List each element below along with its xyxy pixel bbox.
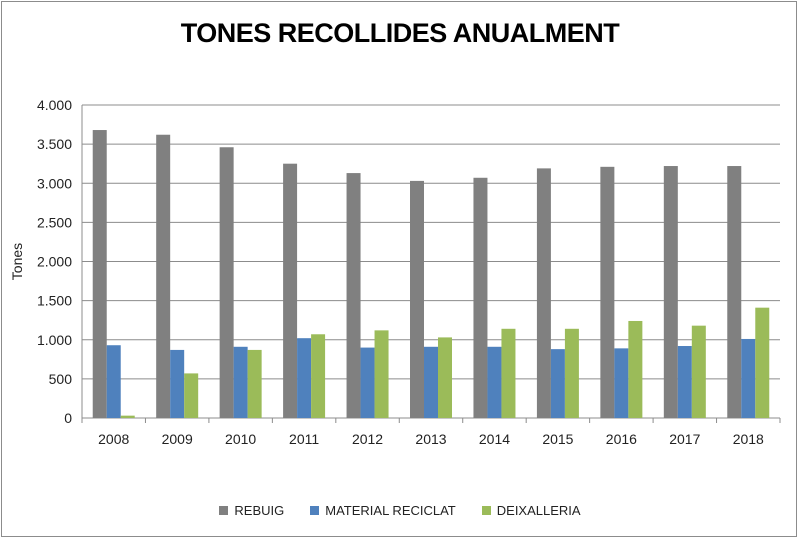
x-tick-label: 2014 xyxy=(479,431,510,447)
y-tick-label: 2.500 xyxy=(37,214,72,230)
x-tick-label: 2009 xyxy=(162,431,193,447)
legend-swatch xyxy=(219,506,229,515)
bar-rebuig xyxy=(346,173,361,418)
bar-rebuig xyxy=(92,130,107,419)
y-tick-label: 1.000 xyxy=(37,332,72,348)
bar-material-reciclat xyxy=(424,346,438,418)
bar-rebuig xyxy=(536,168,551,418)
bar-material-reciclat xyxy=(106,345,121,418)
y-tick-label: 2.000 xyxy=(37,254,72,270)
bar-material-reciclat xyxy=(487,346,502,418)
bar-rebuig xyxy=(600,166,615,418)
legend-label: DEIXALLERIA xyxy=(496,503,581,518)
y-axis-label: Tones xyxy=(9,243,25,280)
bar-material-reciclat xyxy=(741,338,756,418)
bar-material-reciclat xyxy=(233,346,248,418)
bar-rebuig xyxy=(410,180,424,418)
x-tick-label: 2008 xyxy=(98,431,129,447)
y-tick-label: 4.000 xyxy=(37,97,72,113)
bar-deixalleria xyxy=(311,334,326,418)
x-tick-label: 2011 xyxy=(289,431,319,447)
x-tick-label: 2018 xyxy=(733,431,764,447)
legend-swatch xyxy=(310,506,320,515)
y-tick-label: 3.500 xyxy=(37,136,72,152)
bar-rebuig xyxy=(473,177,488,418)
bar-deixalleria xyxy=(628,320,643,418)
bar-deixalleria xyxy=(247,349,262,418)
y-tick-label: 1.500 xyxy=(37,293,72,309)
bar-deixalleria xyxy=(755,307,770,418)
x-tick-label: 2013 xyxy=(415,431,446,447)
bar-rebuig xyxy=(283,163,298,418)
bar-rebuig xyxy=(156,134,171,419)
bar-material-reciclat xyxy=(360,347,375,418)
bar-deixalleria xyxy=(438,337,452,418)
legend-item: DEIXALLERIA xyxy=(481,503,581,518)
y-tick-label: 0 xyxy=(64,410,72,426)
x-tick-label: 2012 xyxy=(352,431,383,447)
chart-title: TONES RECOLLIDES ANUALMENT xyxy=(180,18,620,48)
x-tick-label: 2017 xyxy=(669,431,700,447)
bar-material-reciclat xyxy=(170,349,185,418)
legend-label: REBUIG xyxy=(234,503,285,518)
legend-label: MATERIAL RECICLAT xyxy=(325,503,456,518)
bar-material-reciclat xyxy=(614,348,629,418)
chart-legend: REBUIG MATERIAL RECICLAT DEIXALLERIA xyxy=(0,503,800,518)
bar-deixalleria xyxy=(184,373,199,418)
bar-material-reciclat xyxy=(297,338,312,418)
x-tick-label: 2015 xyxy=(542,431,573,447)
legend-swatch xyxy=(481,506,491,515)
bar-rebuig xyxy=(219,147,234,418)
bar-material-reciclat xyxy=(677,346,692,418)
bar-deixalleria xyxy=(564,328,579,418)
legend-item: REBUIG xyxy=(219,503,284,518)
y-tick-label: 3.000 xyxy=(37,175,72,191)
x-tick-label: 2010 xyxy=(225,431,256,447)
bar-deixalleria xyxy=(374,330,389,418)
bar-deixalleria xyxy=(691,325,706,418)
bar-rebuig xyxy=(727,166,742,418)
bar-rebuig xyxy=(663,166,678,418)
bar-deixalleria xyxy=(501,328,516,418)
bar-deixalleria xyxy=(120,415,135,418)
bar-material-reciclat xyxy=(550,349,565,418)
y-tick-label: 500 xyxy=(49,371,73,387)
legend-item: MATERIAL RECICLAT xyxy=(310,503,456,518)
x-tick-label: 2016 xyxy=(606,431,637,447)
